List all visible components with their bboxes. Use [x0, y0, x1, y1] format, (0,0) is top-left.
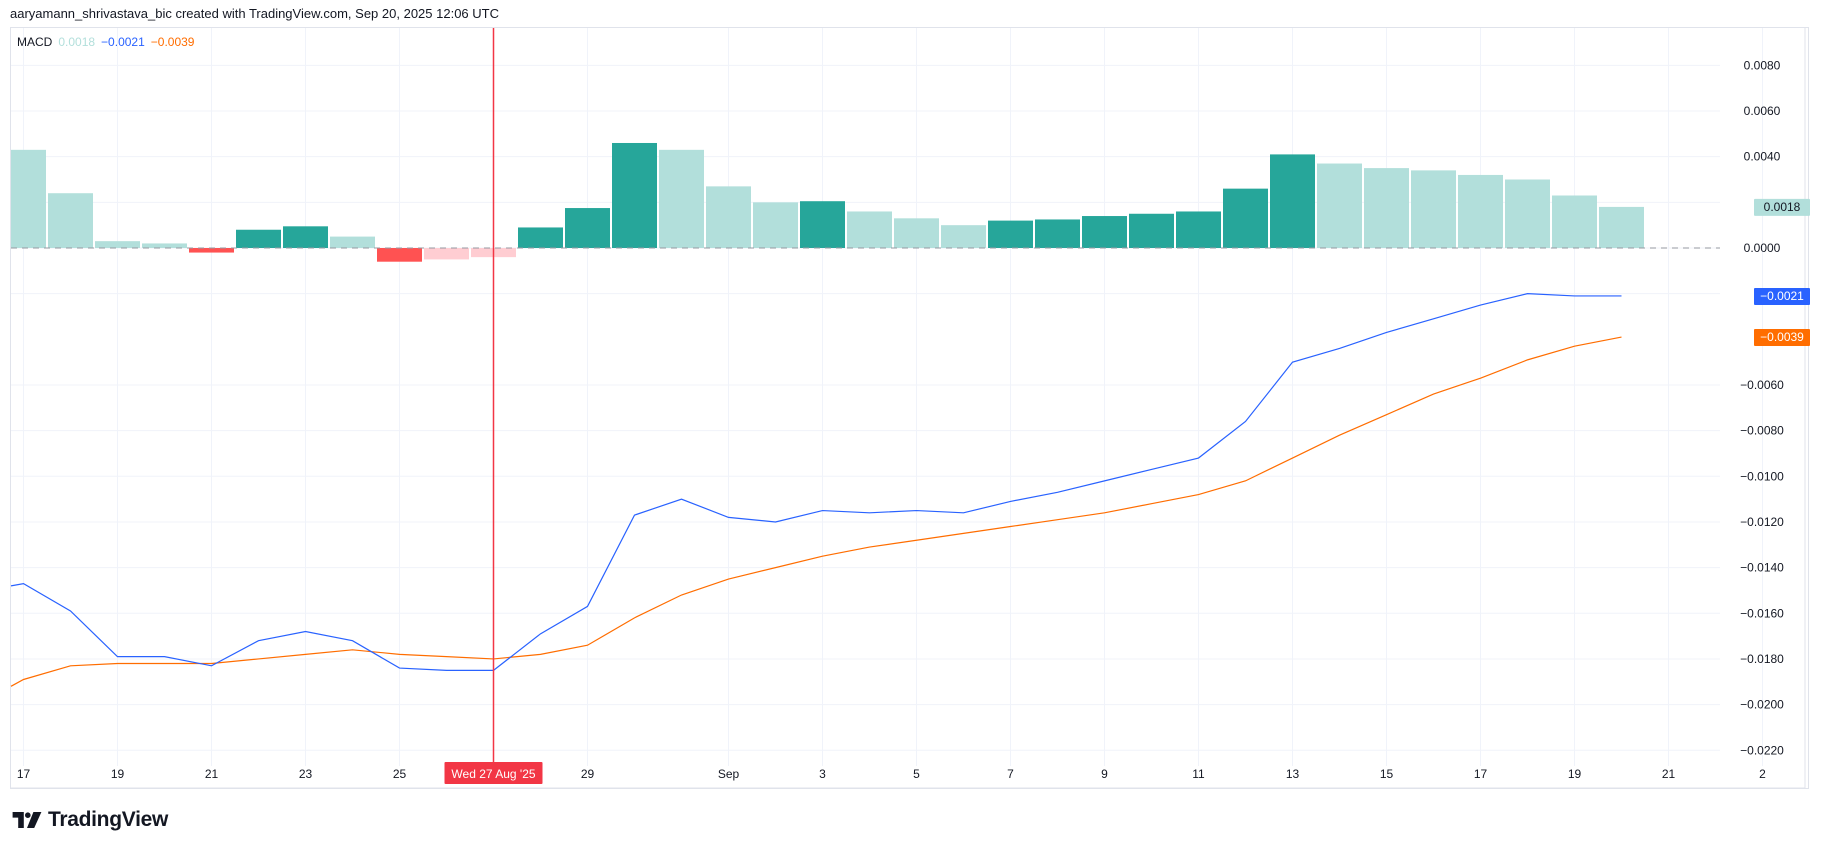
- svg-text:0.0040: 0.0040: [1744, 150, 1781, 164]
- attribution-text: aaryamann_shrivastava_bic created with T…: [10, 6, 499, 21]
- grid-lines: [11, 28, 1763, 766]
- svg-text:21: 21: [205, 767, 219, 781]
- histogram-value: 0.0018: [58, 35, 96, 49]
- histogram-bars: [11, 142, 1644, 262]
- svg-text:7: 7: [1007, 767, 1014, 781]
- svg-text:Wed 27 Aug '25: Wed 27 Aug '25: [451, 767, 535, 781]
- svg-text:13: 13: [1286, 767, 1300, 781]
- svg-text:5: 5: [913, 767, 920, 781]
- svg-text:19: 19: [1568, 767, 1582, 781]
- svg-text:11: 11: [1192, 767, 1205, 781]
- indicator-name: MACD: [17, 35, 53, 49]
- svg-text:−0.0100: −0.0100: [1740, 469, 1784, 483]
- svg-text:25: 25: [393, 767, 407, 781]
- svg-text:−0.0200: −0.0200: [1740, 698, 1784, 712]
- macd-line: [10, 293, 1622, 671]
- svg-text:17: 17: [17, 767, 31, 781]
- svg-text:17: 17: [1474, 767, 1488, 781]
- price-tags: 0.0018 −0.0021 −0.0039: [1754, 198, 1810, 347]
- svg-text:19: 19: [111, 767, 125, 781]
- svg-text:Sep: Sep: [718, 767, 740, 781]
- svg-text:−0.0021: −0.0021: [1760, 289, 1804, 303]
- svg-text:−0.0160: −0.0160: [1740, 606, 1784, 620]
- svg-text:29: 29: [581, 767, 595, 781]
- tradingview-logo-icon: [12, 812, 42, 828]
- price-axis[interactable]: 0.0080 0.0060 0.0040 0.0000 −0.0060 −0.0080 −0…: [1740, 28, 1806, 788]
- svg-text:0.0060: 0.0060: [1744, 104, 1781, 118]
- tradingview-logo-text: TradingView: [48, 808, 169, 831]
- svg-text:15: 15: [1380, 767, 1394, 781]
- svg-text:0.0080: 0.0080: [1744, 58, 1781, 72]
- svg-text:0.0018: 0.0018: [1764, 200, 1801, 214]
- svg-text:9: 9: [1101, 767, 1108, 781]
- macd-value: −0.0021: [101, 35, 145, 49]
- svg-text:−0.0060: −0.0060: [1740, 378, 1784, 392]
- svg-text:−0.0180: −0.0180: [1740, 652, 1784, 666]
- signal-value: −0.0039: [150, 35, 195, 49]
- svg-text:−0.0140: −0.0140: [1740, 561, 1784, 575]
- tradingview-logo[interactable]: TradingView: [12, 808, 168, 832]
- svg-text:2: 2: [1759, 767, 1766, 781]
- svg-text:21: 21: [1662, 767, 1676, 781]
- signal-line: [10, 336, 1622, 687]
- svg-text:−0.0120: −0.0120: [1740, 515, 1784, 529]
- time-axis[interactable]: 17 19 21 23 25 29 Sep 3 5 7 9 11 13 15 17 19 21 2: [11, 767, 1805, 789]
- svg-text:0.0000: 0.0000: [1744, 241, 1781, 255]
- indicator-legend[interactable]: MACD 0.0018 −0.0021 −0.0039: [17, 35, 194, 49]
- svg-text:−0.0080: −0.0080: [1740, 424, 1784, 438]
- svg-text:−0.0220: −0.0220: [1740, 743, 1784, 757]
- svg-text:23: 23: [299, 767, 313, 781]
- crosshair-date-label: Wed 27 Aug '25: [444, 762, 543, 784]
- svg-text:−0.0039: −0.0039: [1760, 330, 1804, 344]
- svg-text:3: 3: [819, 767, 826, 781]
